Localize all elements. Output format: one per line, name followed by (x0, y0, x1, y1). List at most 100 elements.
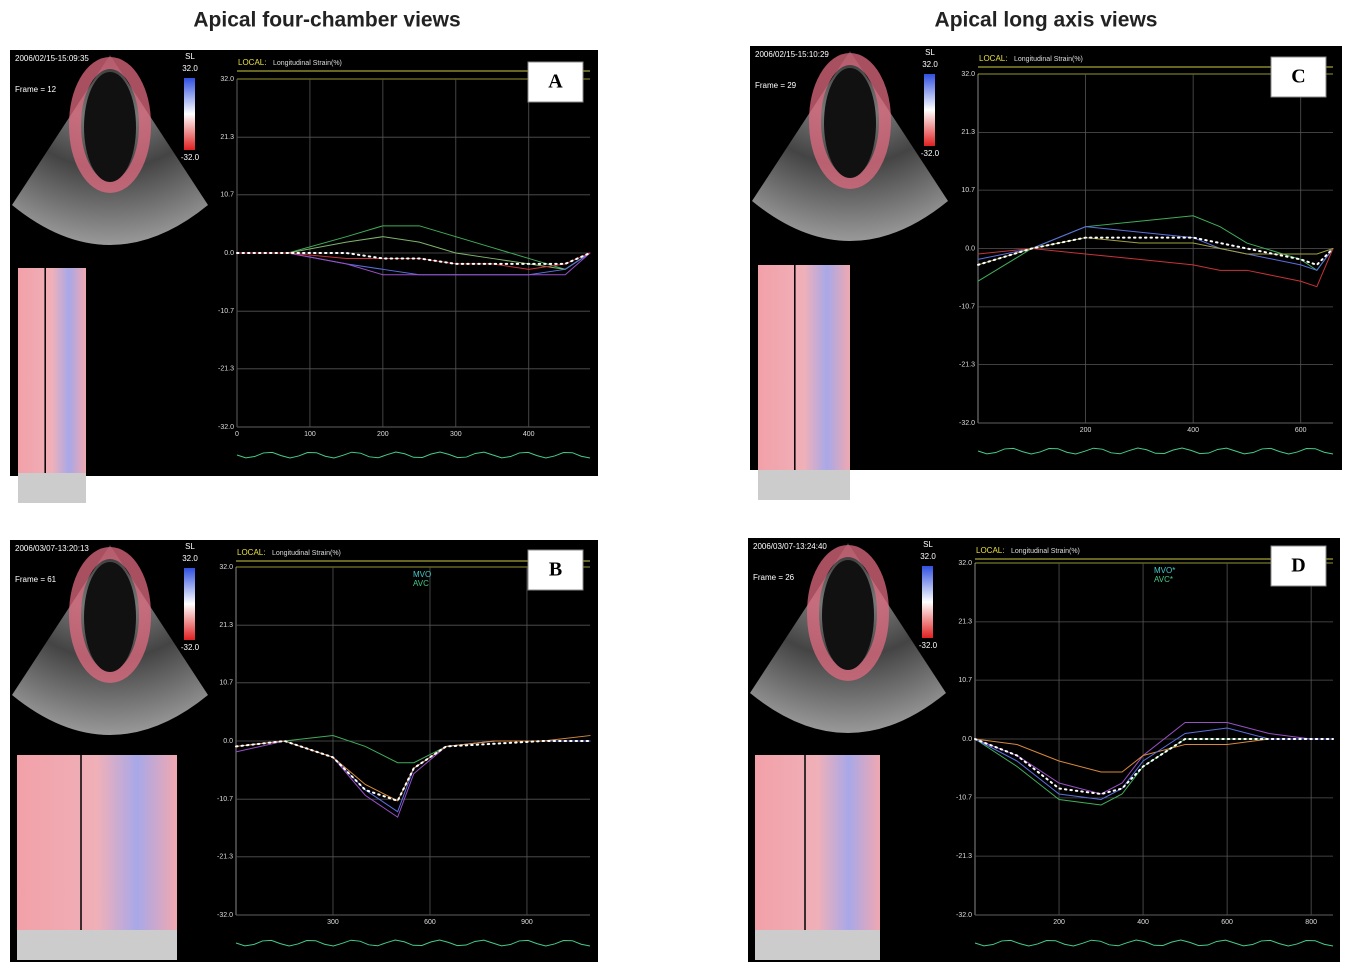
myocardium-overlay (807, 545, 889, 681)
x-tick-label: 800 (1305, 919, 1317, 926)
y-tick-label: 0.0 (962, 736, 972, 743)
panel-letter: D (1291, 555, 1305, 577)
myocardium-overlay (69, 547, 151, 683)
x-tick-label: 400 (523, 431, 535, 438)
x-tick-label: 200 (1080, 427, 1092, 434)
ecg-strip (755, 930, 880, 960)
strain-curve (235, 739, 591, 803)
x-tick-label: 600 (1221, 919, 1233, 926)
y-tick-label: -21.3 (956, 853, 972, 860)
x-tick-label: 0 (235, 431, 239, 438)
header: LOCAL: (238, 58, 266, 67)
y-tick-label: -10.7 (218, 308, 234, 315)
x-tick-label: 300 (327, 919, 339, 926)
panel-letter: A (548, 71, 563, 93)
event-label: MVO (413, 570, 431, 579)
panel-letter: C (1291, 66, 1305, 88)
m-mode-map (17, 755, 177, 930)
timestamp: 2006/03/07-13:20:13 (15, 544, 89, 553)
y-tick-label: 21.3 (958, 619, 972, 626)
strain-curve (977, 226, 1334, 271)
scale-label: SL (925, 48, 935, 57)
strain-curve (977, 236, 1334, 267)
ecg-strip (18, 473, 86, 503)
y-tick-label: -32.0 (217, 912, 233, 919)
scale-label: SL (185, 542, 195, 551)
y-tick-label: 21.3 (220, 134, 234, 141)
x-tick-label: 600 (1295, 427, 1307, 434)
event-label: MVO* (1154, 566, 1175, 575)
x-tick-label: 100 (304, 431, 316, 438)
cavity (84, 562, 136, 672)
y-tick-label: -21.3 (959, 361, 975, 368)
cavity (822, 560, 874, 670)
y-tick-label: -32.0 (959, 420, 975, 427)
frame-label: Frame = 26 (753, 573, 795, 582)
timestamp: 2006/03/07-13:24:40 (753, 542, 827, 551)
y-tick-label: 10.7 (220, 192, 234, 199)
y-tick-label: -10.7 (217, 796, 233, 803)
cavity (824, 68, 876, 178)
strain-curve (974, 738, 1334, 796)
column-title: Apical long axis views (935, 9, 1158, 32)
myocardium-overlay (809, 53, 891, 189)
panel-letter-box (527, 549, 584, 591)
y-tick-label: 0.0 (224, 250, 234, 257)
m-mode-map (755, 755, 880, 930)
y-tick-label: 32.0 (219, 564, 233, 571)
color-scale (184, 78, 195, 150)
ecg-trace (977, 447, 1334, 455)
strain-curve (977, 247, 1334, 288)
y-tick-label: 0.0 (223, 738, 233, 745)
x-tick-label: 400 (1137, 919, 1149, 926)
scale-max: 32.0 (182, 64, 198, 73)
scale-min: -32.0 (181, 153, 200, 162)
frame-label: Frame = 12 (15, 85, 57, 94)
timestamp: 2006/02/15-15:10:29 (755, 50, 829, 59)
y-axis-label: Longitudinal Strain(%) (273, 60, 342, 67)
event-label: AVC* (1154, 575, 1173, 584)
y-tick-label: 0.0 (965, 245, 975, 252)
y-tick-label: 10.7 (958, 677, 972, 684)
cavity (84, 72, 136, 182)
color-scale (922, 566, 933, 638)
x-tick-label: 200 (377, 431, 389, 438)
strain-curve (236, 252, 591, 276)
strain-curve (236, 252, 591, 270)
color-scale (184, 568, 195, 640)
scale-min: -32.0 (921, 149, 940, 158)
y-tick-label: 10.7 (219, 680, 233, 687)
y-tick-label: -10.7 (959, 304, 975, 311)
header: LOCAL: (237, 548, 265, 557)
color-scale (924, 74, 935, 146)
x-tick-label: 300 (450, 431, 462, 438)
panel-letter-box (527, 61, 584, 103)
scale-min: -32.0 (181, 643, 200, 652)
myocardium-overlay (69, 57, 151, 193)
panel-letter-box (1270, 545, 1327, 587)
timestamp: 2006/02/15-15:09:35 (15, 54, 89, 63)
panel-letter: B (549, 559, 562, 581)
scale-max: 32.0 (922, 60, 938, 69)
event-label: AVC (413, 579, 429, 588)
y-tick-label: 32.0 (961, 71, 975, 78)
scale-label: SL (185, 52, 195, 61)
panel-letter-box (1270, 56, 1327, 98)
header: LOCAL: (979, 54, 1007, 63)
x-tick-label: 200 (1053, 919, 1065, 926)
y-tick-label: 32.0 (958, 560, 972, 567)
y-tick-label: 32.0 (220, 76, 234, 83)
x-tick-label: 600 (424, 919, 436, 926)
ecg-trace (235, 939, 591, 947)
m-mode-map (758, 265, 850, 470)
m-mode-map (18, 268, 86, 473)
y-tick-label: 10.7 (961, 187, 975, 194)
y-tick-label: -32.0 (956, 912, 972, 919)
y-axis-label: Longitudinal Strain(%) (1014, 56, 1083, 63)
x-tick-label: 400 (1187, 427, 1199, 434)
y-tick-label: 21.3 (961, 129, 975, 136)
scale-label: SL (923, 540, 933, 549)
column-title: Apical four-chamber views (193, 9, 460, 32)
y-axis-label: Longitudinal Strain(%) (1011, 548, 1080, 555)
